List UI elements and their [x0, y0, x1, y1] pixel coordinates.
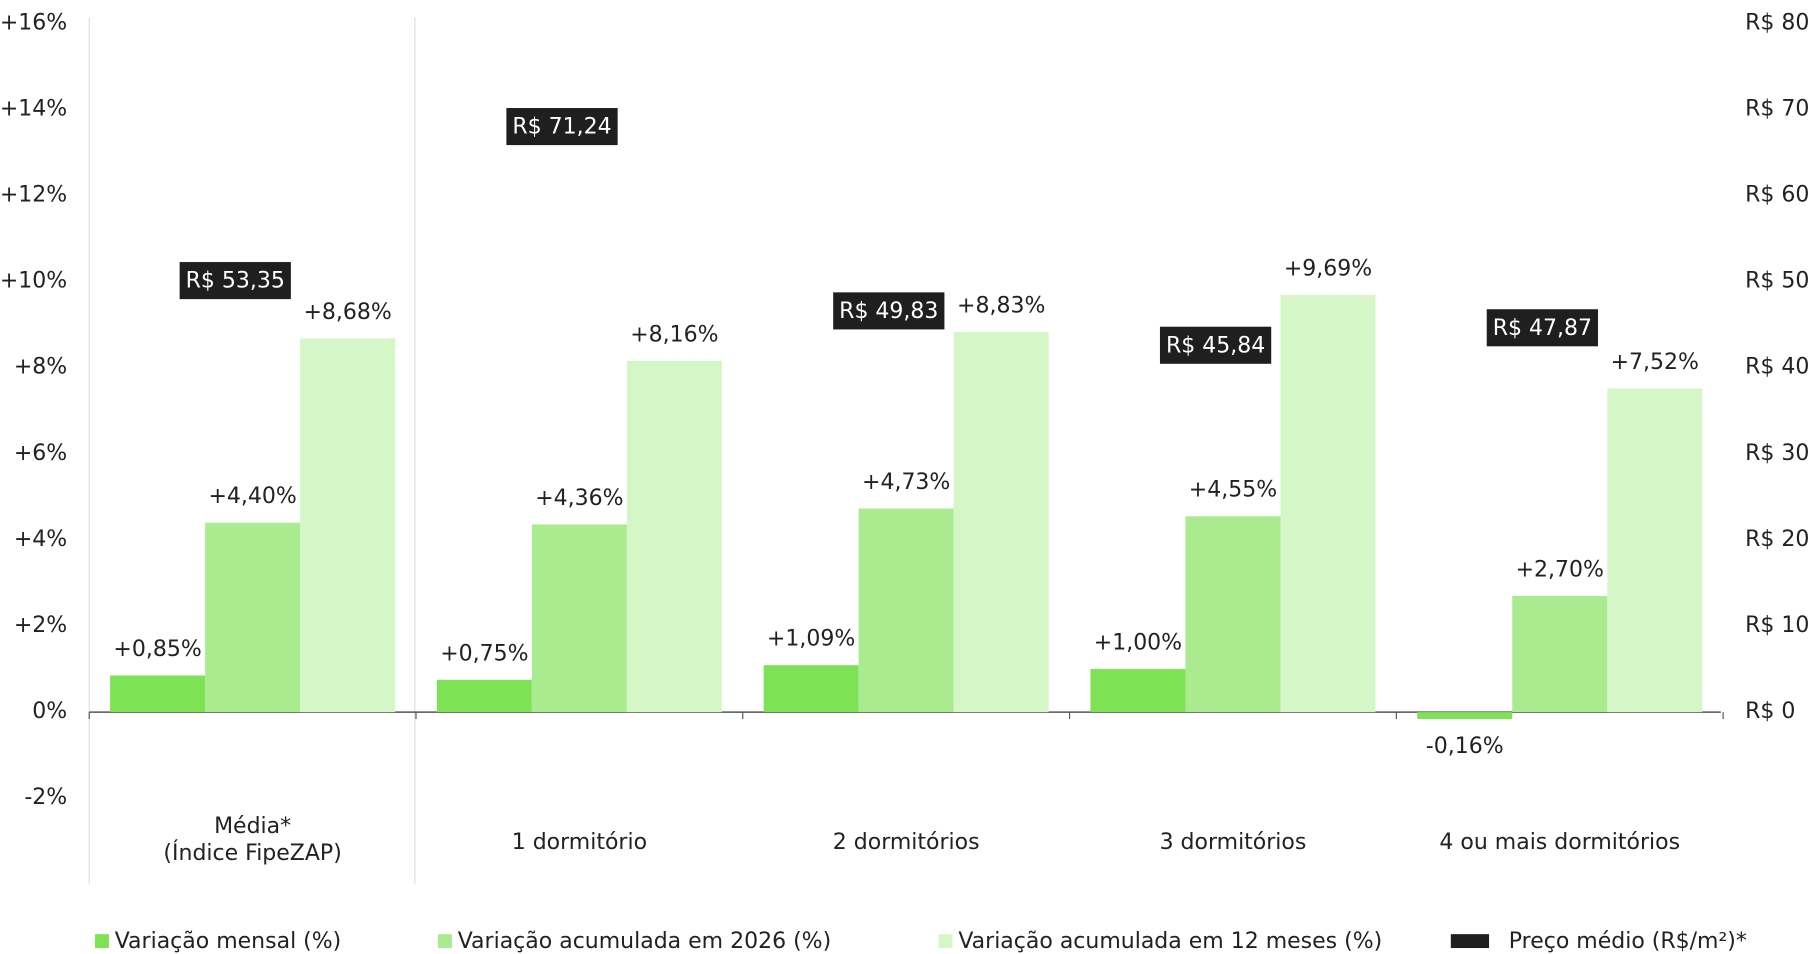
value-label: +8,16%	[630, 322, 718, 347]
value-label: +8,83%	[957, 294, 1045, 319]
value-label: +0,85%	[113, 637, 201, 662]
y2-tick-label: R$ 50	[1745, 269, 1809, 294]
price-label: R$ 71,24	[512, 115, 611, 140]
bar	[763, 665, 859, 713]
price-box	[833, 292, 945, 330]
value-label: +4,40%	[208, 484, 296, 509]
y2-tick-label: R$ 10	[1745, 613, 1809, 638]
bar	[1607, 388, 1703, 713]
legend-swatch	[938, 934, 953, 949]
price-label: R$ 47,87	[1493, 316, 1592, 341]
x-tick-label: 4 ou mais dormitórios	[1439, 829, 1681, 855]
bar	[1185, 516, 1281, 713]
y-tick-label: +14%	[0, 96, 67, 121]
y2-tick-label: R$ 20	[1745, 527, 1809, 552]
legend-label: Preço médio (R$/m²)*	[1509, 929, 1747, 954]
y-tick-label: +2%	[14, 613, 67, 638]
bar	[436, 679, 532, 713]
value-label: +1,09%	[767, 627, 855, 652]
y-tick-label: +8%	[14, 355, 67, 380]
value-label: +2,70%	[1516, 557, 1604, 582]
bar	[300, 338, 396, 713]
y2-tick-label: R$ 0	[1745, 699, 1795, 724]
legend-label: Variação mensal (%)	[115, 929, 342, 954]
price-box	[1486, 309, 1598, 347]
x-tick-label: Média* (Índice FipeZAP)	[163, 814, 342, 867]
value-label: +9,69%	[1284, 256, 1372, 281]
price-label: R$ 49,83	[839, 299, 938, 324]
bar	[1280, 294, 1376, 713]
y-tick-label: -2%	[24, 785, 67, 810]
bar	[205, 522, 301, 713]
price-box	[179, 262, 291, 300]
value-label: +0,75%	[440, 641, 528, 666]
legend-swatch	[1450, 934, 1490, 949]
value-label: +8,68%	[303, 300, 391, 325]
bar	[1090, 669, 1186, 713]
value-label: +4,36%	[535, 486, 623, 511]
bar	[953, 331, 1049, 713]
value-label: -0,16%	[1426, 734, 1504, 759]
bar	[626, 360, 722, 713]
y2-tick-label: R$ 40	[1745, 355, 1809, 380]
x-tick-label: 3 dormitórios	[1159, 829, 1307, 855]
price-box	[506, 108, 618, 146]
bar	[1512, 595, 1608, 713]
y2-tick-label: R$ 70	[1745, 96, 1809, 121]
legend-label: Variação acumulada em 2026 (%)	[458, 929, 831, 954]
value-label: +1,00%	[1094, 631, 1182, 656]
y2-tick-label: R$ 80	[1745, 10, 1809, 35]
x-tick-label: 2 dormitórios	[832, 829, 980, 855]
y-tick-label: +10%	[0, 269, 67, 294]
bar	[858, 508, 954, 713]
y-tick-label: 0%	[32, 699, 67, 724]
legend-swatch	[438, 934, 452, 949]
price-label: R$ 45,84	[1166, 333, 1265, 358]
x-tick-label: 1 dormitório	[511, 829, 648, 855]
value-label: +4,73%	[862, 470, 950, 495]
value-label: +7,52%	[1611, 350, 1699, 375]
price-label: R$ 53,35	[186, 269, 285, 294]
y-tick-label: +4%	[14, 527, 67, 552]
y-tick-label: +16%	[0, 10, 67, 35]
value-label: +4,55%	[1189, 478, 1277, 503]
bar	[110, 675, 206, 713]
price-box	[1159, 326, 1272, 364]
y2-tick-label: R$ 30	[1745, 441, 1809, 466]
bar	[1417, 712, 1513, 720]
legend-swatch	[95, 934, 109, 949]
y-tick-label: +6%	[14, 441, 67, 466]
legend-label: Variação acumulada em 12 meses (%)	[958, 929, 1382, 954]
y-tick-label: +12%	[0, 183, 67, 208]
bar	[531, 524, 627, 713]
y2-tick-label: R$ 60	[1745, 183, 1809, 208]
